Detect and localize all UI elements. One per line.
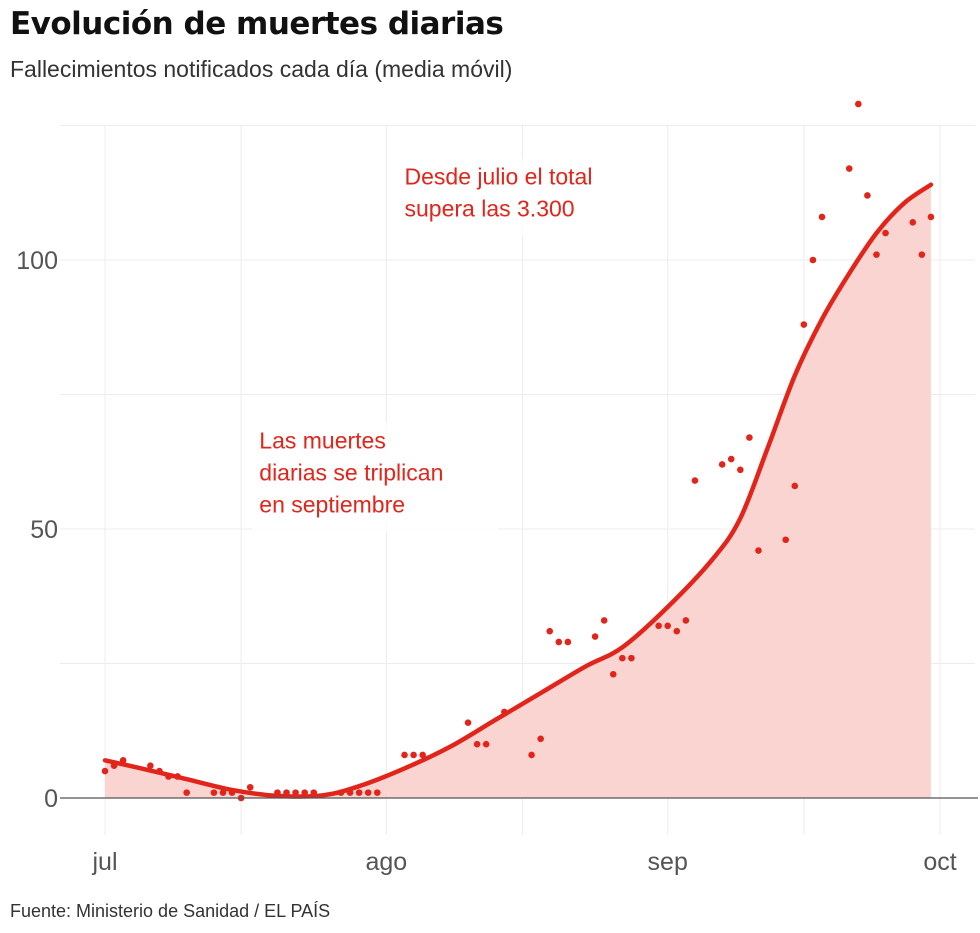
axis-layer: 0 50 100 jul ago sep oct — [16, 247, 978, 876]
daily-death-point — [845, 165, 853, 172]
daily-death-point — [682, 617, 690, 624]
daily-death-point — [355, 789, 363, 796]
daily-death-point — [909, 219, 917, 226]
daily-death-point — [746, 434, 753, 441]
daily-death-point — [619, 654, 626, 662]
daily-death-point — [655, 622, 662, 630]
daily-death-point — [246, 783, 254, 791]
annotation-line: en septiembre — [259, 491, 405, 517]
daily-death-point — [727, 455, 735, 463]
y-tick-label: 0 — [44, 785, 58, 813]
line-layer — [102, 182, 934, 799]
moving-average-line — [102, 182, 934, 799]
daily-death-point — [183, 789, 190, 796]
daily-death-point — [210, 789, 218, 796]
daily-death-point — [464, 719, 472, 726]
annotation-line: diarias se triplican — [259, 459, 443, 485]
daily-death-point — [591, 633, 599, 640]
annotation-text: Desde julio el total supera las 3.300 — [405, 164, 593, 222]
daily-death-point — [147, 762, 154, 770]
daily-death-point — [818, 213, 826, 221]
daily-death-point — [664, 622, 672, 630]
daily-death-point — [791, 482, 799, 490]
daily-death-point — [809, 256, 817, 264]
daily-death-point — [373, 789, 381, 796]
daily-death-point — [927, 213, 935, 221]
annotation-background — [397, 158, 644, 237]
annotation-text: Las muertes diarias se triplican en septie… — [259, 427, 443, 517]
daily-death-point — [564, 638, 572, 646]
daily-death-point — [718, 461, 726, 468]
chart-subtitle: Fallecimientos notificados cada día (med… — [10, 56, 513, 82]
daily-death-point — [882, 229, 889, 237]
source-note: Fuente: Ministerio de Sanidad / EL PAÍS — [10, 901, 331, 921]
y-tick-label: 100 — [16, 247, 58, 275]
moving-average-area — [105, 184, 931, 798]
annotation-layer: Desde julio el total supera las 3.300 Las … — [252, 158, 644, 533]
y-tick-label: 50 — [30, 516, 58, 544]
x-tick-label: oct — [923, 848, 956, 876]
daily-death-point — [609, 670, 617, 678]
daily-death-point — [691, 477, 699, 484]
daily-death-point — [628, 654, 635, 662]
chart-title: Evolución de muertes diarias — [10, 6, 504, 42]
daily-death-point — [600, 617, 608, 624]
daily-death-point — [864, 192, 871, 199]
annotation-line: supera las 3.300 — [405, 196, 575, 222]
daily-death-point — [482, 740, 490, 748]
daily-death-point — [800, 321, 808, 328]
daily-death-point — [782, 536, 790, 544]
daily-death-point — [101, 767, 109, 775]
annotation-background — [252, 422, 499, 533]
area-layer — [105, 184, 931, 798]
daily-death-point — [555, 638, 563, 646]
daily-death-point — [364, 789, 372, 796]
x-tick-label: ago — [365, 848, 407, 876]
x-tick-label: sep — [648, 848, 688, 876]
daily-death-point — [918, 251, 926, 258]
line-chart: 0 50 100 jul ago sep oct Desde julio el total s… — [16, 100, 978, 876]
daily-death-point — [755, 547, 762, 554]
daily-death-point — [528, 751, 535, 759]
x-tick-label: jul — [91, 848, 117, 876]
annotation-line: Las muertes — [259, 427, 386, 453]
daily-death-point — [737, 466, 744, 474]
annotation-line: Desde julio el total — [405, 164, 593, 190]
daily-death-point — [873, 251, 880, 258]
daily-death-point — [673, 627, 681, 635]
daily-death-point — [419, 751, 426, 759]
daily-death-point — [473, 740, 481, 748]
daily-death-point — [410, 751, 417, 759]
daily-death-point — [855, 100, 862, 108]
daily-death-point — [546, 627, 554, 635]
daily-death-point — [401, 751, 408, 759]
daily-death-point — [537, 735, 544, 743]
daily-death-point — [219, 789, 227, 796]
